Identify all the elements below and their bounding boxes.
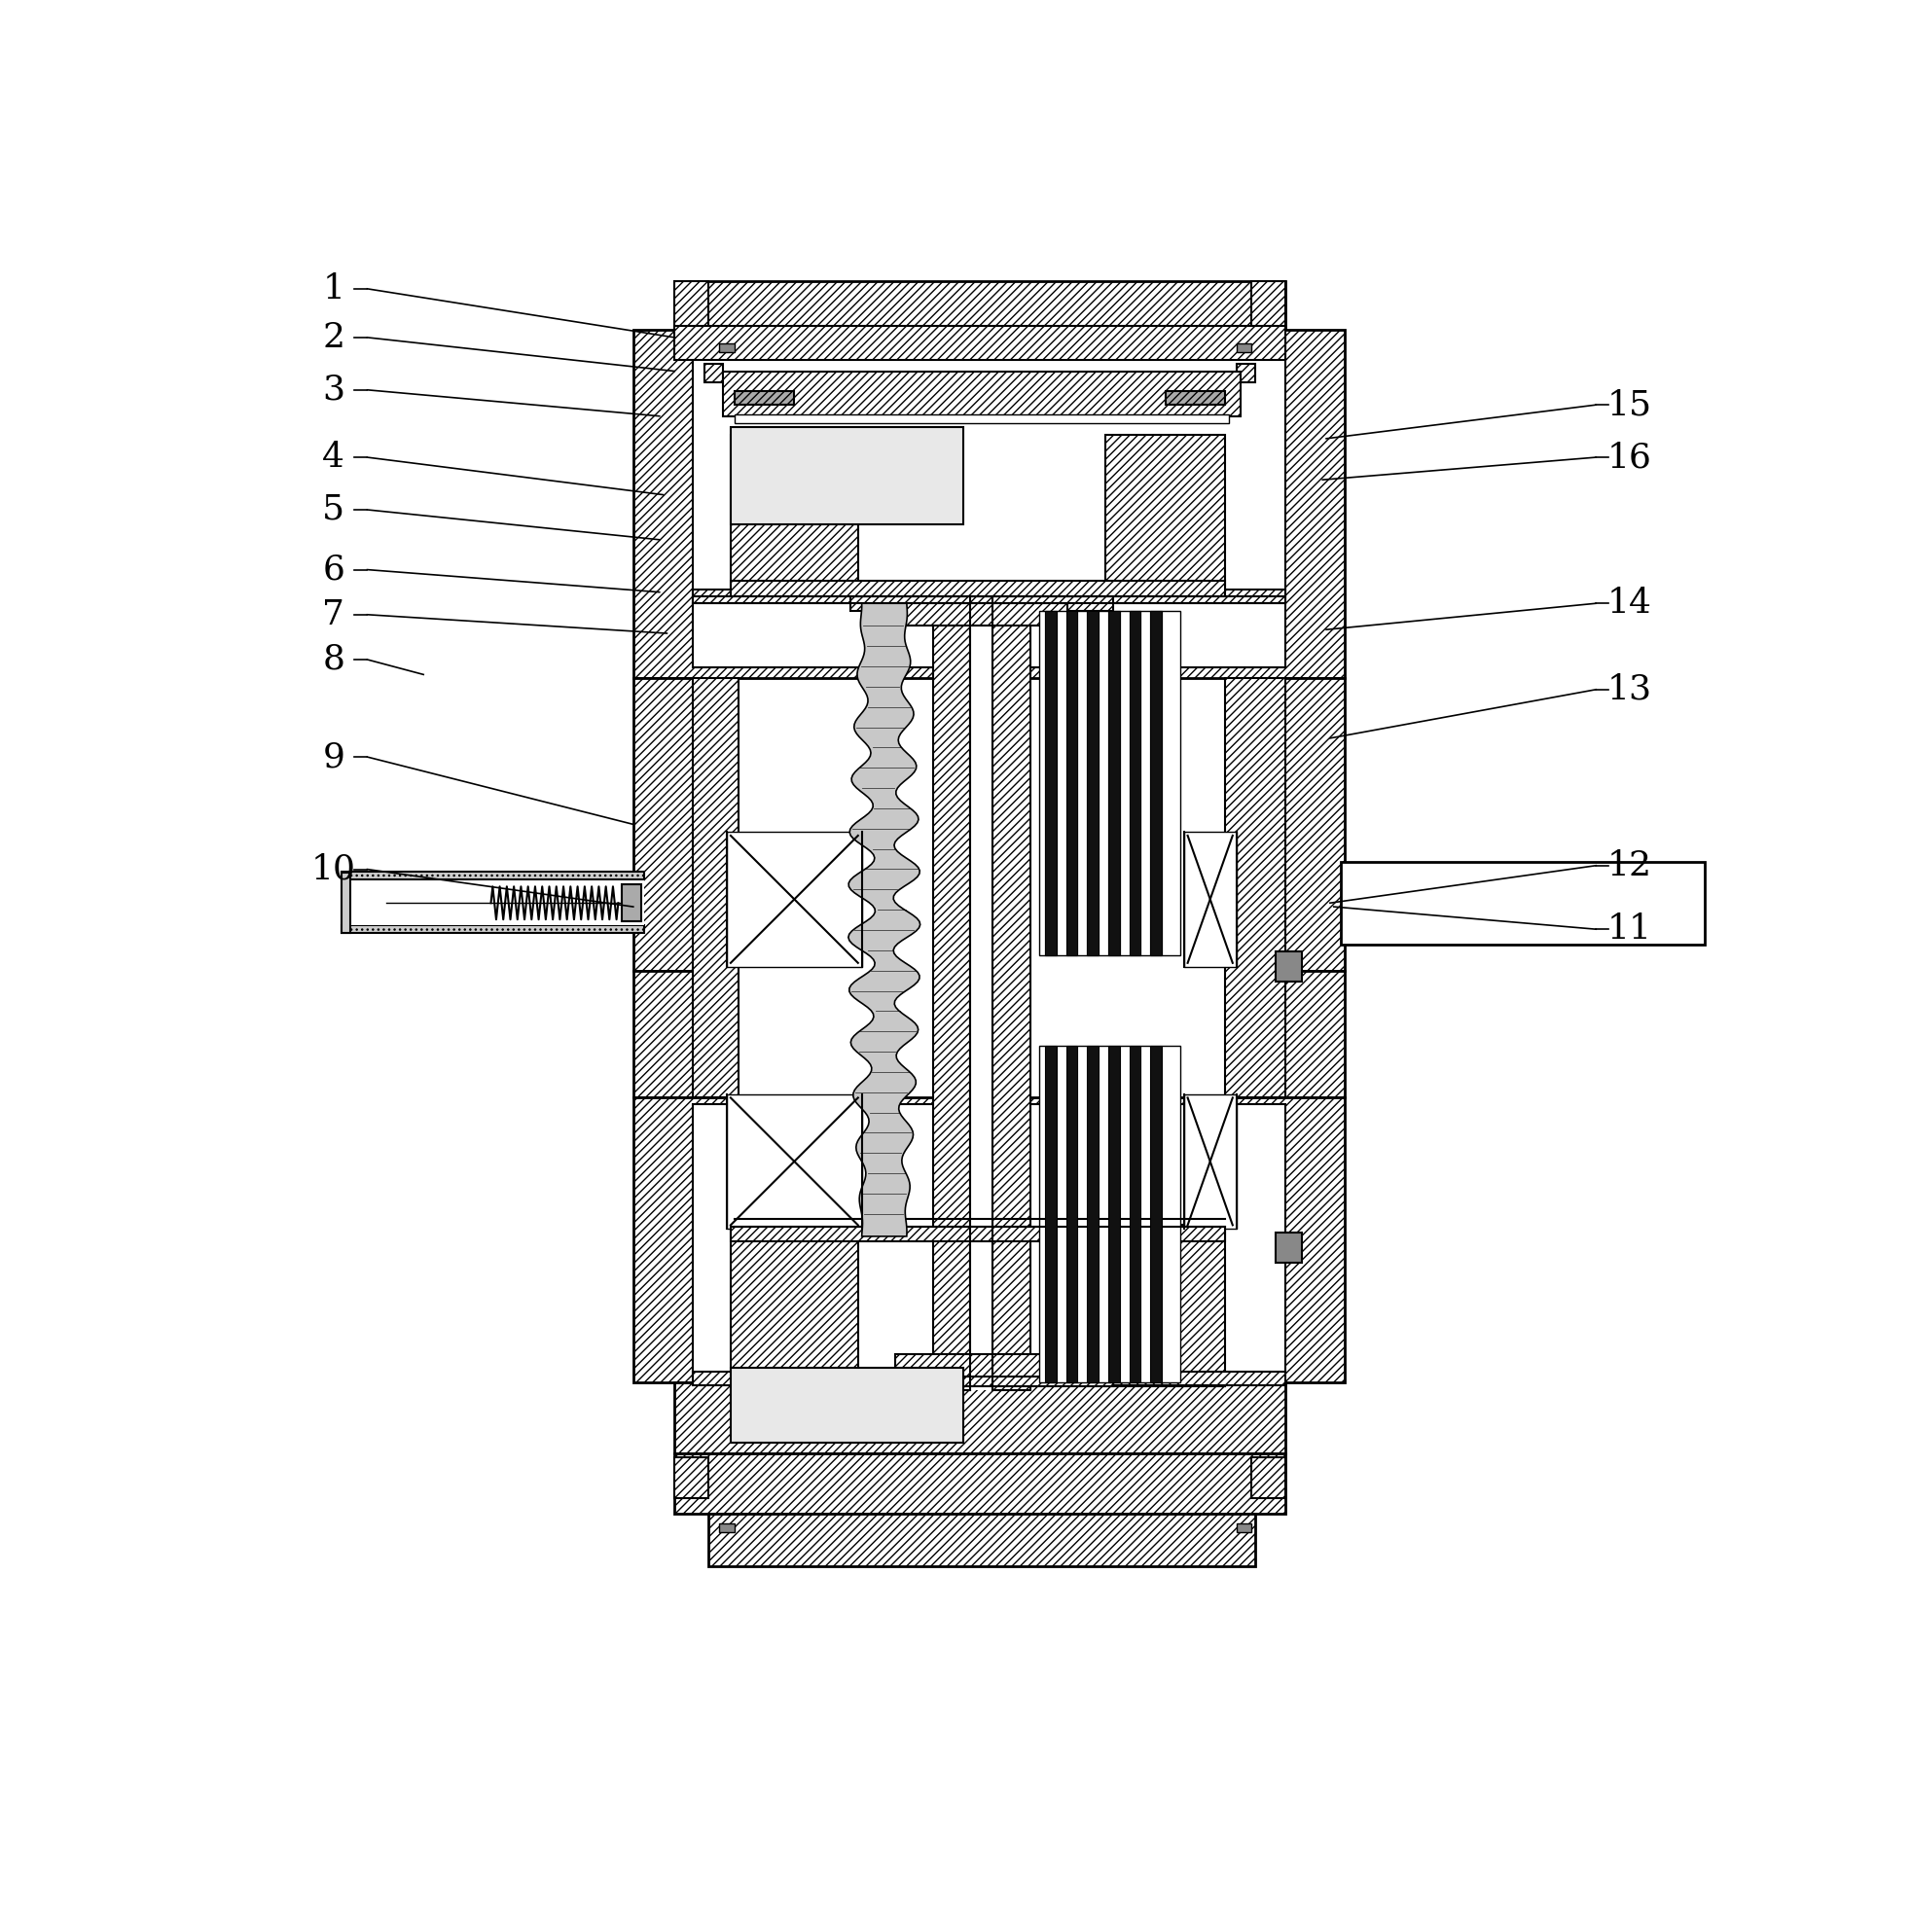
- Bar: [1129, 611, 1141, 956]
- Bar: [1342, 862, 1705, 945]
- Bar: [675, 282, 709, 342]
- Bar: [694, 1372, 1284, 1385]
- Bar: [340, 871, 644, 879]
- Bar: [340, 873, 350, 933]
- Bar: [730, 427, 963, 526]
- Bar: [633, 330, 1345, 678]
- Bar: [1108, 611, 1120, 956]
- Bar: [1150, 1045, 1162, 1383]
- Bar: [709, 1513, 1256, 1567]
- Bar: [1277, 1233, 1301, 1262]
- Bar: [675, 1383, 1284, 1453]
- Text: 1: 1: [323, 272, 344, 305]
- Bar: [1233, 970, 1345, 1097]
- Bar: [994, 595, 1030, 1389]
- Bar: [1066, 611, 1078, 956]
- Bar: [850, 595, 1112, 611]
- Bar: [675, 282, 1284, 330]
- Text: 12: 12: [1607, 848, 1653, 883]
- Bar: [675, 1453, 1284, 1513]
- Bar: [730, 1227, 1225, 1242]
- Bar: [1066, 611, 1078, 956]
- Bar: [719, 1522, 734, 1532]
- Text: 10: 10: [311, 852, 355, 887]
- Bar: [633, 1097, 1345, 1383]
- Polygon shape: [848, 603, 921, 1236]
- Bar: [734, 415, 1229, 423]
- Bar: [1277, 952, 1301, 981]
- Bar: [1087, 611, 1099, 956]
- Text: 9: 9: [323, 740, 344, 773]
- Bar: [1108, 611, 1120, 956]
- Bar: [726, 833, 862, 966]
- Bar: [730, 1225, 858, 1385]
- Bar: [1066, 1045, 1078, 1383]
- Bar: [1233, 678, 1345, 970]
- Bar: [971, 595, 994, 1389]
- Bar: [1045, 611, 1057, 956]
- Text: 2: 2: [323, 321, 344, 354]
- Bar: [730, 582, 1225, 595]
- Bar: [621, 885, 640, 922]
- Bar: [1150, 611, 1162, 956]
- Bar: [705, 363, 722, 383]
- Bar: [722, 371, 1240, 415]
- Text: 7: 7: [323, 599, 344, 632]
- Bar: [1108, 1045, 1120, 1383]
- Bar: [1252, 282, 1284, 342]
- Text: 3: 3: [323, 373, 344, 406]
- Text: 11: 11: [1607, 912, 1653, 947]
- Text: 5: 5: [323, 493, 344, 526]
- Bar: [1087, 1045, 1099, 1383]
- Bar: [1105, 435, 1225, 595]
- Text: 13: 13: [1607, 672, 1653, 705]
- Bar: [675, 327, 1284, 359]
- Bar: [896, 603, 1068, 626]
- Bar: [1236, 363, 1256, 383]
- Bar: [1185, 1094, 1236, 1229]
- Bar: [734, 392, 795, 406]
- Bar: [1252, 1457, 1284, 1499]
- Bar: [675, 1457, 709, 1499]
- Bar: [1087, 611, 1099, 956]
- Bar: [694, 589, 1284, 603]
- Bar: [730, 1368, 963, 1443]
- Bar: [726, 1094, 862, 1229]
- Bar: [1040, 611, 1181, 956]
- Bar: [933, 595, 971, 1389]
- Bar: [896, 1354, 1068, 1376]
- Bar: [719, 344, 734, 352]
- Bar: [694, 1103, 1284, 1374]
- Text: 4: 4: [323, 440, 344, 473]
- Text: 15: 15: [1607, 388, 1653, 421]
- Bar: [340, 881, 644, 925]
- Bar: [1105, 1225, 1225, 1385]
- Bar: [694, 678, 738, 1097]
- Text: 14: 14: [1607, 587, 1653, 620]
- Bar: [1040, 1045, 1181, 1383]
- Bar: [1045, 611, 1057, 956]
- Text: 8: 8: [323, 643, 344, 676]
- Bar: [1129, 1045, 1141, 1383]
- Bar: [1045, 1045, 1057, 1383]
- Bar: [1185, 833, 1236, 966]
- Bar: [1236, 344, 1252, 352]
- Bar: [1129, 611, 1141, 956]
- Text: 6: 6: [323, 553, 344, 585]
- Bar: [1236, 1522, 1252, 1532]
- Bar: [633, 678, 730, 970]
- Bar: [633, 970, 730, 1097]
- Bar: [694, 338, 1284, 667]
- Bar: [340, 925, 644, 933]
- Bar: [730, 435, 858, 595]
- Bar: [1225, 678, 1284, 1097]
- Bar: [850, 1372, 1112, 1385]
- Text: 16: 16: [1607, 440, 1651, 473]
- Bar: [1166, 392, 1225, 406]
- Bar: [1150, 611, 1162, 956]
